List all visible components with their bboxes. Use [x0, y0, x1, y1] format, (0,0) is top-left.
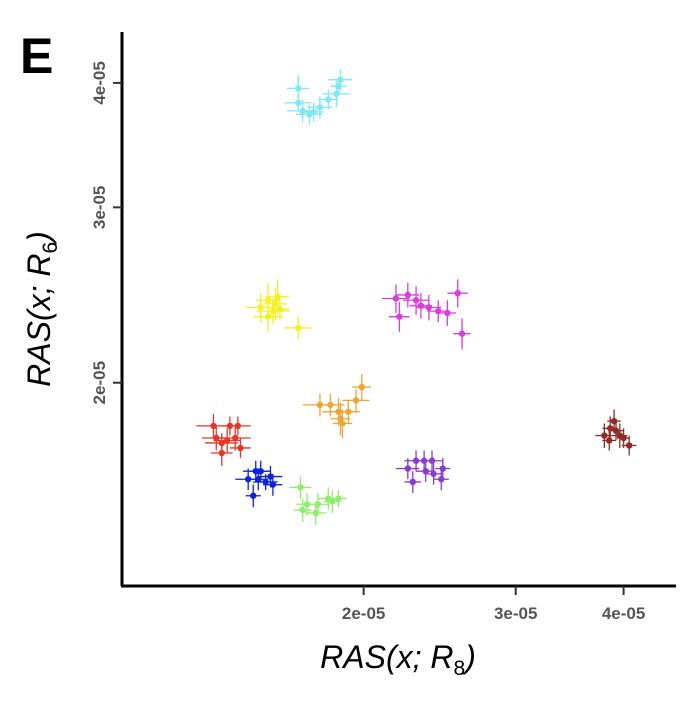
data-point	[264, 297, 272, 304]
data-point	[295, 99, 302, 107]
panel-label: E	[20, 28, 53, 84]
y-tick-label: 3e-05	[90, 186, 109, 229]
data-point	[601, 432, 608, 439]
data-marks	[196, 69, 637, 525]
data-point	[352, 397, 360, 404]
data-point	[612, 427, 620, 434]
data-point	[312, 509, 319, 517]
data-point	[264, 313, 272, 320]
series-4	[196, 414, 251, 466]
data-point	[274, 293, 281, 300]
data-point	[339, 420, 346, 427]
y-axis-ticks: 2e-05 3e-05 4e-05	[90, 61, 122, 404]
data-point	[250, 492, 257, 499]
data-point	[272, 300, 279, 308]
data-point	[297, 484, 304, 491]
data-point	[295, 85, 302, 92]
data-point	[255, 476, 262, 483]
x-axis-ticks: 2e-05 3e-05 4e-05	[342, 586, 645, 623]
y-axis-title: RAS(x; R6)	[21, 231, 62, 387]
series-6	[289, 476, 347, 525]
series-7	[395, 450, 451, 493]
series-3	[302, 374, 372, 439]
series-2	[381, 279, 471, 350]
data-point	[392, 295, 400, 302]
series-5	[235, 460, 283, 508]
x-tick-label: 2e-05	[342, 604, 385, 623]
x-tick-label: 3e-05	[494, 604, 537, 623]
data-point	[310, 108, 317, 116]
data-point	[430, 470, 437, 478]
data-point	[404, 291, 412, 299]
series-8	[595, 409, 637, 456]
data-point	[607, 425, 614, 432]
data-point	[329, 498, 336, 505]
data-point	[625, 442, 633, 449]
data-point	[223, 437, 231, 444]
data-point	[295, 324, 302, 332]
data-point	[428, 457, 436, 464]
data-point	[606, 437, 613, 444]
data-point	[316, 104, 324, 111]
x-tick-label: 4e-05	[602, 604, 645, 623]
data-point	[303, 501, 311, 508]
data-point	[620, 434, 627, 442]
data-point	[438, 476, 445, 483]
data-point	[232, 434, 239, 442]
data-point	[358, 383, 365, 391]
x-axis-title: RAS(x; R8)	[320, 639, 476, 680]
data-point	[396, 313, 403, 320]
data-point	[257, 467, 264, 475]
y-tick-label: 2e-05	[90, 361, 109, 404]
data-point	[299, 506, 306, 514]
data-point	[262, 478, 269, 486]
data-point	[269, 481, 277, 488]
data-point	[345, 408, 352, 415]
data-point	[444, 309, 451, 317]
data-point	[422, 467, 429, 475]
data-point	[327, 401, 334, 409]
data-point	[412, 297, 420, 304]
y-tick-label: 4e-05	[90, 61, 109, 104]
data-point	[234, 422, 242, 430]
data-point	[454, 289, 461, 297]
series-1	[245, 279, 312, 340]
data-point	[409, 478, 416, 486]
data-point	[404, 465, 412, 472]
data-point	[439, 465, 447, 472]
series-0	[284, 69, 353, 125]
data-point	[335, 495, 342, 502]
data-point	[267, 473, 274, 480]
data-point	[335, 82, 342, 90]
data-point	[218, 449, 225, 457]
data-point	[237, 444, 244, 452]
data-point	[299, 107, 306, 115]
data-point	[257, 304, 264, 311]
data-point	[425, 304, 433, 311]
data-point	[458, 330, 466, 337]
data-point	[213, 434, 220, 442]
data-point	[210, 422, 217, 430]
data-point	[325, 96, 332, 103]
data-point	[276, 306, 284, 313]
